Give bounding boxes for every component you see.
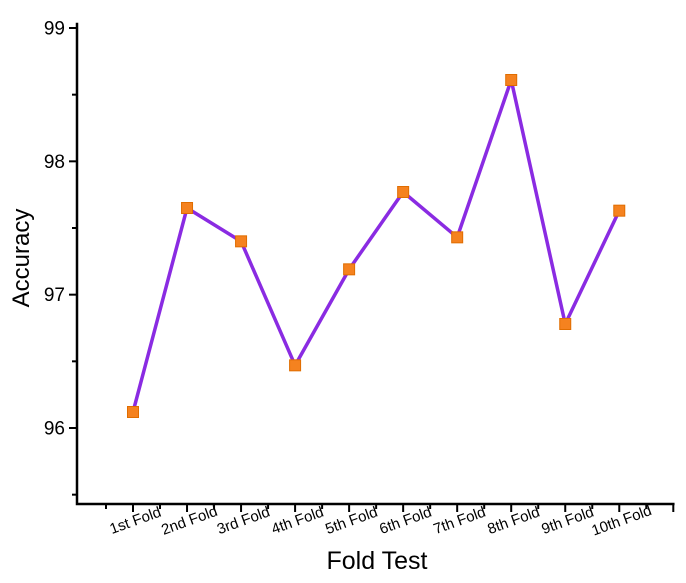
y-axis-title: Accuracy xyxy=(8,208,35,308)
data-point-marker xyxy=(181,202,194,214)
x-tick-label: 10th Fold xyxy=(589,502,654,539)
x-tick-label: 2nd Fold xyxy=(159,503,220,539)
y-tick-label: 97 xyxy=(44,285,65,306)
axes-spines xyxy=(75,22,675,506)
x-tick-label: 6th Fold xyxy=(377,504,434,539)
x-axis-title: Fold Test xyxy=(326,547,428,575)
series-line xyxy=(131,78,622,414)
data-point-marker xyxy=(235,235,248,248)
data-point-marker xyxy=(289,359,302,372)
x-tick-label: 7th Fold xyxy=(431,504,488,539)
data-point-marker xyxy=(397,186,410,198)
data-point-marker xyxy=(505,74,518,86)
data-point-marker xyxy=(613,204,626,217)
data-point-marker xyxy=(343,263,356,276)
data-point-marker xyxy=(559,318,572,330)
x-tick-label: 5th Fold xyxy=(323,504,380,539)
x-tick-label: 9th Fold xyxy=(539,504,596,539)
y-tick-label: 99 xyxy=(44,19,65,40)
data-point-marker xyxy=(451,231,464,244)
x-tick-label: 4th Fold xyxy=(269,504,326,539)
y-tick-label: 96 xyxy=(44,419,65,440)
x-tick-label: 8th Fold xyxy=(485,504,542,539)
data-point-marker xyxy=(127,406,139,418)
y-tick-label: 98 xyxy=(44,152,65,173)
x-tick-label: 3rd Fold xyxy=(215,503,273,538)
x-tick-label: 1st Fold xyxy=(107,504,163,538)
